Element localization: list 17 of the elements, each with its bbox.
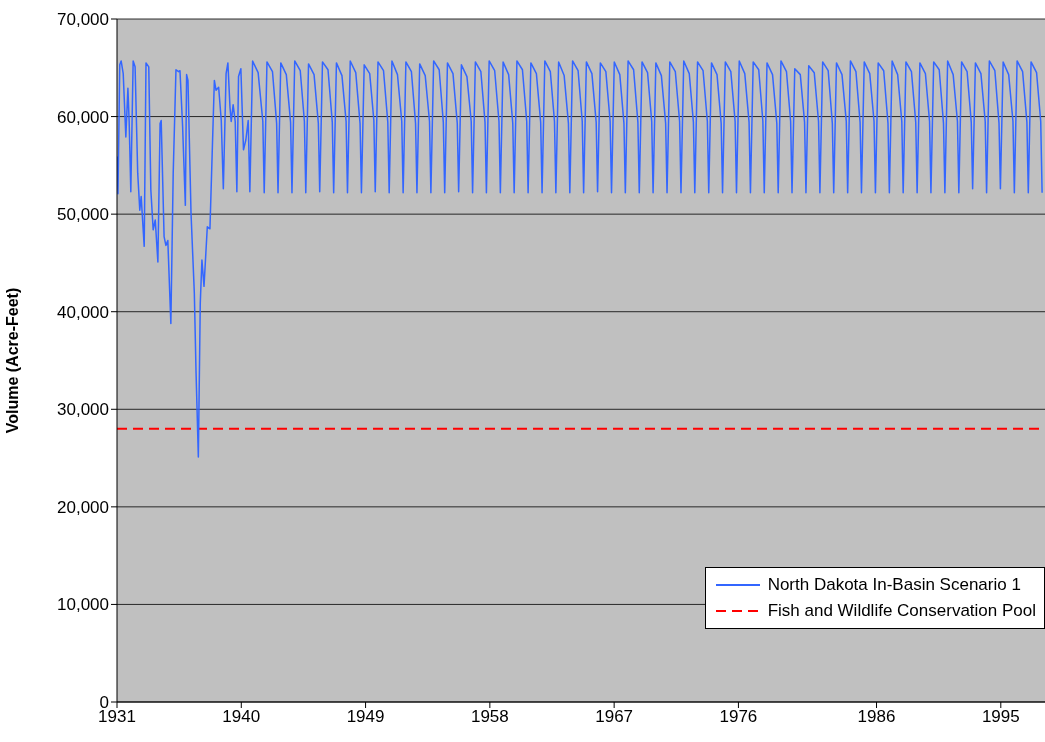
x-tick-label: 1976: [719, 707, 758, 727]
y-tick-label: 40,000: [57, 302, 109, 322]
legend-label: North Dakota In-Basin Scenario 1: [767, 575, 1021, 595]
y-tick-label: 30,000: [57, 400, 109, 420]
y-tick-label: 50,000: [57, 205, 109, 225]
y-tick-label: 10,000: [57, 595, 109, 615]
x-tick-label: 1967: [595, 707, 634, 727]
y-tick-label: 20,000: [57, 497, 109, 517]
x-tick-label: 1940: [222, 707, 261, 727]
y-tick-label: 60,000: [57, 107, 109, 127]
x-tick-label: 1995: [981, 707, 1020, 727]
x-tick-label: 1958: [470, 707, 509, 727]
x-tick-label: 1986: [857, 707, 896, 727]
legend-label: Fish and Wildlife Conservation Pool: [767, 601, 1036, 621]
y-axis-title: Volume (Acre-Feet): [3, 287, 21, 434]
x-tick-label: 1949: [346, 707, 385, 727]
y-tick-label: 70,000: [57, 10, 109, 30]
